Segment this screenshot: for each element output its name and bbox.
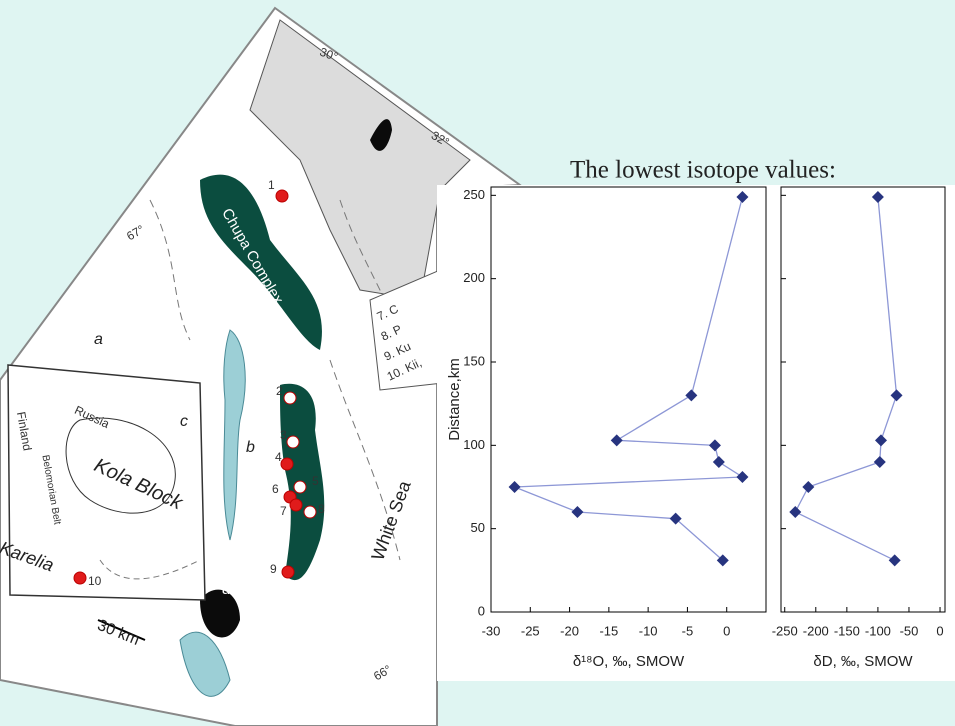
map-label: 30°: [318, 45, 340, 64]
inset: [7, 364, 206, 601]
site: [73, 571, 87, 585]
map-label: 5: [312, 474, 319, 488]
data-point: [610, 434, 623, 447]
data-point: [508, 481, 521, 493]
data-point: [789, 506, 802, 518]
site: [275, 189, 289, 203]
data-point: [571, 506, 584, 518]
data-point: [871, 191, 884, 203]
body: [200, 589, 240, 638]
scale-bar: [97, 619, 146, 641]
series-line: [514, 196, 745, 561]
x-tick-label: 0: [723, 623, 730, 638]
x-tick-label: -250: [772, 623, 798, 638]
x-tick-label: -30: [482, 623, 501, 638]
data-point: [890, 389, 903, 402]
data-point: [685, 389, 698, 402]
slide-title: The lowest isotope values:: [570, 157, 836, 184]
x-tick-label: 0: [936, 623, 943, 638]
water: [223, 329, 246, 541]
y-tick-label: 0: [478, 603, 485, 618]
data-point: [669, 512, 682, 525]
plot-frame: [490, 186, 767, 613]
inset-outline: [65, 417, 176, 514]
x-axis-label: δ¹⁸O, ‰, SMOW: [573, 653, 685, 670]
site: [283, 391, 297, 405]
site: [293, 480, 307, 494]
map-label: 1: [268, 178, 275, 192]
data-point: [873, 456, 886, 468]
x-tick-label: -5: [682, 623, 694, 638]
x-tick-label: -200: [803, 623, 829, 638]
data-point: [802, 481, 815, 493]
plot-frame: [780, 186, 946, 613]
y-tick-label: 250: [463, 187, 485, 202]
map: 30° 32° 67° 66° Chupa Complex a c b d Fi…: [0, 6, 523, 726]
sites: [73, 189, 317, 585]
body: [370, 119, 392, 151]
y-tick-label: 150: [463, 353, 485, 368]
map-label: 9: [270, 562, 277, 576]
map-label: 2: [276, 384, 283, 398]
x-tick-label: -100: [865, 623, 891, 638]
map-label: 8: [318, 502, 325, 516]
data-point: [888, 554, 901, 567]
site: [286, 435, 300, 449]
site: [281, 565, 295, 579]
land: [249, 19, 471, 301]
map-label: 3: [280, 428, 287, 442]
x-tick-label: -25: [521, 623, 540, 638]
x-tick-label: -10: [639, 623, 658, 638]
map-label: Finland: [14, 411, 35, 452]
data-point: [716, 554, 729, 567]
y-tick-label: 50: [471, 520, 485, 535]
site: [289, 498, 303, 512]
x-tick-label: -150: [834, 623, 860, 638]
x-tick-label: -20: [560, 623, 579, 638]
map-label: a: [94, 331, 103, 348]
site: [303, 505, 317, 519]
x-axis-label: δD, ‰, SMOW: [813, 653, 913, 670]
map-label: 7: [280, 504, 287, 518]
data-point: [708, 439, 721, 452]
map-label: 10: [88, 574, 102, 588]
data-point: [712, 456, 725, 468]
map-label: 4: [275, 450, 282, 464]
chupa-complex: [200, 174, 322, 350]
water: [179, 631, 231, 697]
x-tick-label: -50: [900, 623, 919, 638]
map-label: c: [180, 413, 188, 430]
map-label: b: [246, 439, 255, 456]
data-point: [736, 471, 749, 483]
data-point: [875, 434, 888, 447]
chart-panel: [437, 185, 955, 681]
y-tick-label: 100: [463, 437, 485, 452]
y-axis-label: Distance,km: [446, 358, 463, 441]
data-point: [736, 191, 749, 203]
contour: [99, 559, 201, 580]
x-tick-label: -15: [599, 623, 618, 638]
map-label: d: [222, 581, 232, 598]
y-tick-label: 200: [463, 270, 485, 285]
map-label: 6: [272, 482, 279, 496]
site: [280, 457, 294, 471]
